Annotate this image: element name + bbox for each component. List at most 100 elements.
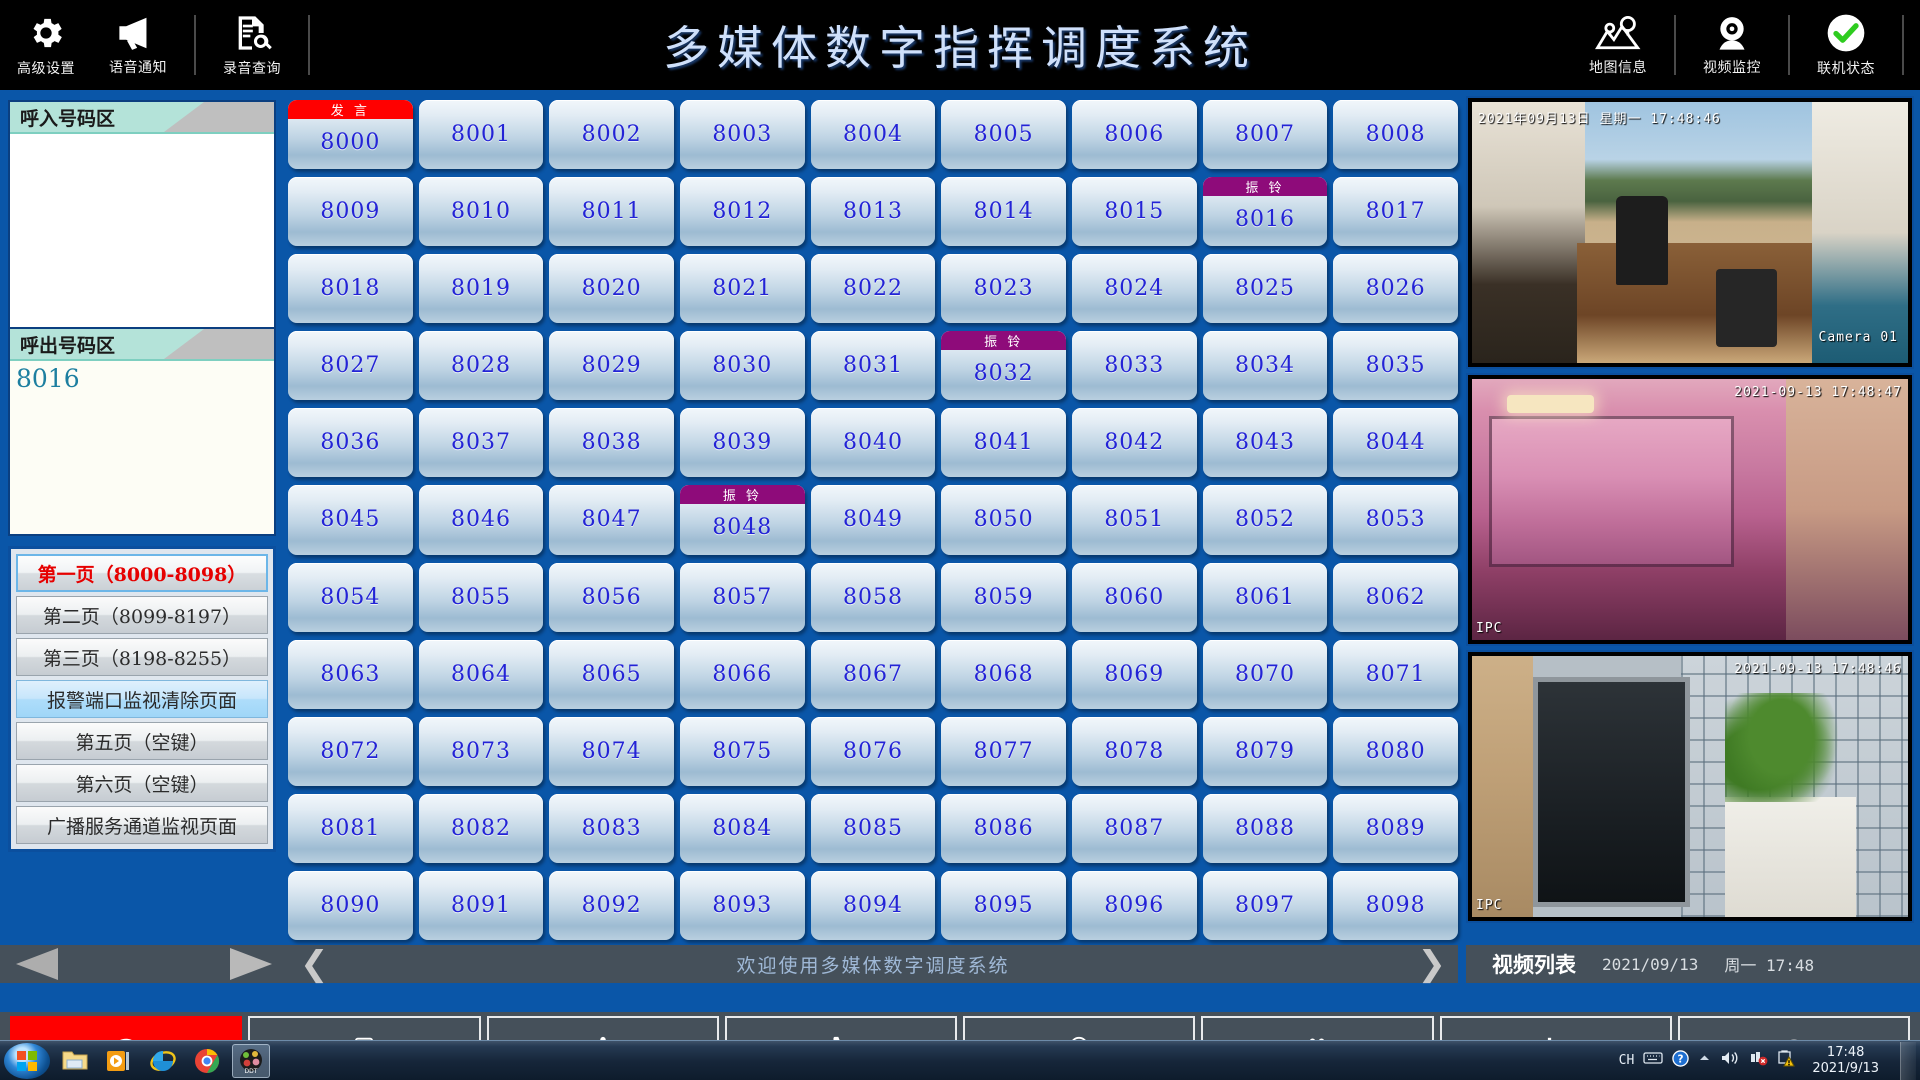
extension-button[interactable]: 8084 [679,793,805,863]
show-hidden-icons-icon[interactable] [1698,1052,1711,1070]
video-cell-1[interactable]: 2021年09月13日 星期一 17:48:46 Camera 01 [1466,96,1914,369]
extension-button[interactable]: 8065 [549,639,674,709]
outgoing-number-list[interactable]: 8016 [10,359,274,534]
marquee-prev-icon[interactable]: ❮ [300,944,329,984]
video-cell-2[interactable]: 2021-09-13 17:48:47 IPC [1466,373,1914,646]
keyboard-icon[interactable] [1643,1051,1663,1070]
extension-button[interactable]: 振 铃 8048 [679,485,805,555]
extension-button[interactable]: 8091 [418,870,544,940]
extension-button[interactable]: 8029 [549,331,674,401]
extension-button[interactable]: 振 铃 8032 [941,331,1066,401]
help-icon[interactable]: ? [1672,1049,1690,1072]
extension-button[interactable]: 8071 [1333,639,1458,709]
extension-button[interactable]: 8053 [1333,485,1458,555]
extension-button[interactable]: 8083 [549,793,674,863]
extension-button[interactable]: 发 言 8000 [288,100,413,170]
extension-button[interactable]: 8047 [549,485,674,555]
extension-button[interactable]: 8088 [1202,793,1328,863]
extension-button[interactable]: 8024 [1071,254,1197,324]
extension-button[interactable]: 8008 [1333,100,1458,170]
network-error-icon[interactable] [1749,1050,1768,1071]
page-button-2[interactable]: 第二页（8099-8197） [16,596,268,634]
extension-button[interactable]: 8093 [679,870,805,940]
extension-button[interactable]: 8078 [1071,716,1197,786]
explorer-icon[interactable] [56,1044,94,1078]
extension-button[interactable]: 8034 [1202,331,1328,401]
extension-button[interactable]: 8013 [810,177,936,247]
extension-button[interactable]: 8031 [810,331,936,401]
extension-button[interactable]: 8090 [288,870,413,940]
internet-explorer-icon[interactable] [144,1044,182,1078]
extension-button[interactable]: 8007 [1202,100,1328,170]
extension-button[interactable]: 8095 [941,870,1066,940]
extension-button[interactable]: 8020 [549,254,674,324]
page-button-6[interactable]: 第六页（空键） [16,764,268,802]
extension-button[interactable]: 8015 [1071,177,1197,247]
extension-button[interactable]: 8077 [941,716,1066,786]
extension-button[interactable]: 8094 [810,870,936,940]
extension-button[interactable]: 8002 [549,100,674,170]
extension-button[interactable]: 8033 [1071,331,1197,401]
extension-button[interactable]: 8085 [810,793,936,863]
extension-button[interactable]: 8006 [1071,100,1197,170]
extension-button[interactable]: 8069 [1071,639,1197,709]
extension-button[interactable]: 8082 [418,793,544,863]
extension-button[interactable]: 8063 [288,639,413,709]
online-status-button[interactable]: 联机状态 [1800,0,1892,90]
extension-button[interactable]: 8039 [679,408,805,478]
page-button-4[interactable]: 报警端口监视清除页面 [16,680,268,718]
next-page-arrow-icon[interactable] [230,948,272,980]
extension-button[interactable]: 8089 [1333,793,1458,863]
video-surveillance-button[interactable]: 视频监控 [1686,0,1778,90]
start-button[interactable] [4,1042,50,1079]
extension-button[interactable]: 8075 [679,716,805,786]
voice-notification-button[interactable]: 语音通知 [92,0,184,90]
extension-button[interactable]: 8026 [1333,254,1458,324]
extension-button[interactable]: 8087 [1071,793,1197,863]
extension-button[interactable]: 8059 [941,562,1066,632]
extension-button[interactable]: 8045 [288,485,413,555]
recording-query-button[interactable]: 录音查询 [206,0,298,90]
extension-button[interactable]: 8064 [418,639,544,709]
extension-button[interactable]: 8062 [1333,562,1458,632]
extension-button[interactable]: 8037 [418,408,544,478]
extension-button[interactable]: 8068 [941,639,1066,709]
extension-button[interactable]: 8038 [549,408,674,478]
extension-button[interactable]: 8010 [418,177,544,247]
show-desktop-button[interactable] [1900,1041,1916,1080]
extension-button[interactable]: 8080 [1333,716,1458,786]
extension-button[interactable]: 8012 [679,177,805,247]
page-button-1[interactable]: 第一页（8000-8098） [16,554,268,592]
extension-button[interactable]: 8051 [1071,485,1197,555]
extension-button[interactable]: 8025 [1202,254,1328,324]
extension-button[interactable]: 8060 [1071,562,1197,632]
extension-button[interactable]: 8017 [1333,177,1458,247]
extension-button[interactable]: 8070 [1202,639,1328,709]
extension-button[interactable]: 8003 [679,100,805,170]
prev-page-arrow-icon[interactable] [16,948,58,980]
extension-button[interactable]: 8042 [1071,408,1197,478]
extension-button[interactable]: 8097 [1202,870,1328,940]
extension-button[interactable]: 8041 [941,408,1066,478]
incoming-number-list[interactable] [10,132,274,327]
extension-button[interactable]: 8074 [549,716,674,786]
map-info-button[interactable]: 地图信息 [1572,0,1664,90]
extension-button[interactable]: 8057 [679,562,805,632]
ime-indicator[interactable]: CH [1618,1053,1635,1068]
extension-button[interactable]: 8035 [1333,331,1458,401]
extension-button[interactable]: 8072 [288,716,413,786]
extension-button[interactable]: 8055 [418,562,544,632]
extension-button[interactable]: 8054 [288,562,413,632]
extension-button[interactable]: 8081 [288,793,413,863]
taskbar-clock[interactable]: 17:48 2021/9/13 [1804,1045,1887,1077]
extension-button[interactable]: 8092 [549,870,674,940]
page-button-3[interactable]: 第三页（8198-8255） [16,638,268,676]
extension-button[interactable]: 8001 [418,100,544,170]
marquee-next-icon[interactable]: ❯ [1417,944,1447,984]
page-button-5[interactable]: 第五页（空键） [16,722,268,760]
advanced-settings-button[interactable]: 高级设置 [0,0,92,90]
extension-button[interactable]: 8044 [1333,408,1458,478]
extension-button[interactable]: 8049 [810,485,936,555]
video-cell-3[interactable]: 2021-09-13 17:48:46 IPC [1466,650,1914,923]
extension-button[interactable]: 8004 [810,100,936,170]
